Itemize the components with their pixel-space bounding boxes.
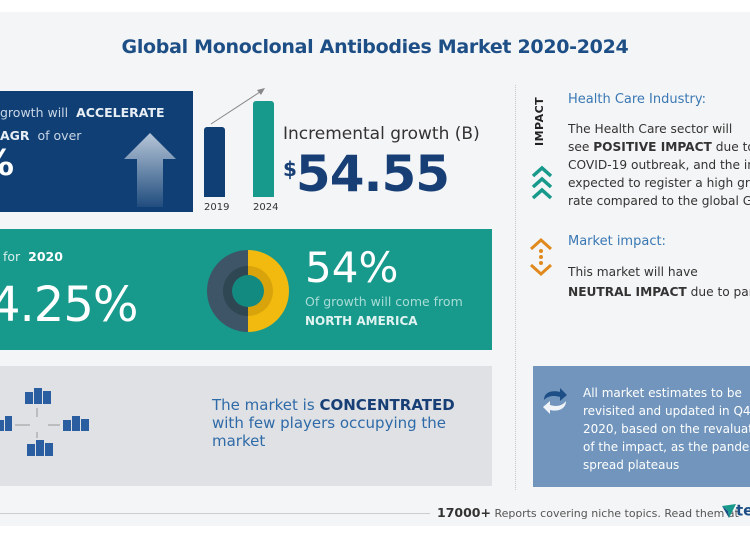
buildings-cluster-icon bbox=[0, 388, 89, 456]
incremental-growth-value: $54.55 bbox=[283, 145, 450, 203]
yoy-label: for 2020 bbox=[3, 249, 63, 264]
refresh-icon bbox=[543, 388, 567, 414]
divider bbox=[515, 85, 516, 490]
market-concentration-box: The market is CONCENTRATED with few play… bbox=[0, 366, 492, 486]
market-impact-text: This market will have NEUTRAL IMPACT due… bbox=[568, 265, 750, 299]
growth-line1: growth will ACCELERATE bbox=[0, 105, 165, 120]
market-impact-heading: Market impact: bbox=[568, 234, 666, 249]
industry-heading: Health Care Industry: bbox=[568, 92, 706, 107]
page-title: Global Monoclonal Antibodies Market 2020… bbox=[121, 36, 629, 58]
bar-2024 bbox=[253, 101, 274, 197]
yoy-value: 4.25% bbox=[0, 277, 138, 333]
region-share-value: 54% bbox=[305, 243, 399, 292]
cagr-value: % bbox=[0, 143, 14, 184]
industry-text: The Health Care sector will see POSITIVE… bbox=[568, 122, 750, 208]
growth-acceleration-box: growth will ACCELERATE AGR of over % bbox=[0, 91, 193, 212]
region-desc: Of growth will come from bbox=[305, 294, 463, 309]
incremental-growth-label: Incremental growth (B) bbox=[283, 124, 480, 144]
bar-2019 bbox=[204, 127, 225, 197]
footer-divider bbox=[0, 513, 430, 514]
brand-logo[interactable]: te bbox=[722, 500, 750, 520]
triple-chevron-up-icon bbox=[531, 165, 553, 200]
concentration-text: The market is CONCENTRATED with few play… bbox=[212, 396, 455, 450]
bar-label-2019: 2019 bbox=[204, 202, 230, 213]
footer-text: 17000+ Reports covering niche topics. Re… bbox=[437, 505, 739, 520]
yoy-growth-box: for 2020 4.25% 54% Of growth will come f… bbox=[0, 229, 492, 350]
neutral-impact-icon bbox=[529, 237, 553, 277]
region-donut-chart bbox=[207, 250, 289, 332]
impact-vertical-label: IMPACT bbox=[533, 96, 546, 146]
trend-arrow-icon bbox=[210, 88, 265, 125]
update-notice-text: All market estimates to be revisited and … bbox=[583, 386, 750, 472]
logo-mark-icon bbox=[722, 503, 736, 518]
growth-line2: AGR of over bbox=[0, 128, 82, 143]
bar-label-2024: 2024 bbox=[253, 202, 279, 213]
region-name: NORTH AMERICA bbox=[305, 314, 418, 328]
update-notice-box: All market estimates to be revisited and … bbox=[533, 366, 750, 487]
up-arrow-icon bbox=[124, 133, 176, 207]
